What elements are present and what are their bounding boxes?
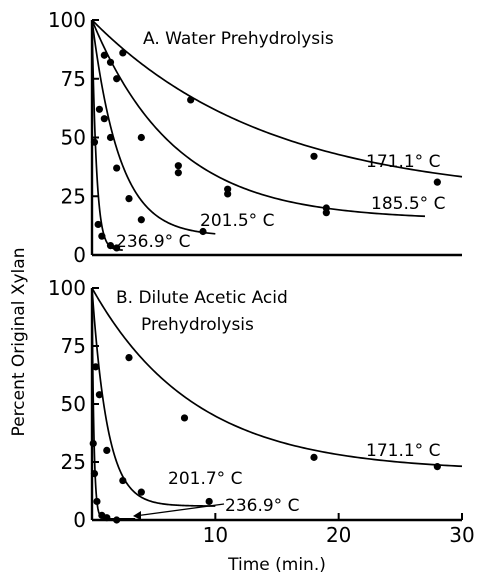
- panel-a-label-185: 185.5° C: [371, 194, 445, 214]
- panel-a-label-201: 201.5° C: [200, 211, 274, 231]
- panel-b-point: [92, 363, 100, 371]
- panel-b-x-tick-label: 30: [449, 523, 474, 547]
- panel-a-point: [224, 190, 232, 198]
- panel-b-y-tick-label: 50: [61, 392, 86, 416]
- panel-b-label-171: 171.1° C: [366, 441, 440, 461]
- panel-b-arrowhead: [133, 511, 141, 520]
- panel-a-point: [174, 169, 182, 177]
- panel-b-points: [89, 354, 441, 524]
- panel-a-point: [119, 49, 127, 57]
- panel-a-curve-0: [91, 19, 463, 178]
- panel-a-point: [310, 152, 318, 160]
- panel-a-point: [94, 220, 102, 229]
- panel-a-label-236: 236.9° C: [116, 232, 190, 252]
- panel-a-point: [106, 58, 115, 66]
- panel-a-curves: [91, 19, 463, 251]
- panel-a-point: [113, 164, 121, 172]
- panel-a-curve-1: [91, 19, 426, 218]
- panel-a-point: [113, 244, 121, 252]
- panel-a-point: [113, 75, 121, 83]
- panel-a-label-171: 171.1° C: [366, 152, 440, 172]
- panel-a-curve-2: [91, 19, 216, 235]
- panel-a-point: [433, 178, 441, 186]
- panel-b-point: [119, 476, 127, 485]
- panel-b-y-tick-label: 75: [61, 334, 86, 358]
- panel-b-leader-arrow: [134, 503, 225, 517]
- panel-a-ticks: 0 25 50 75 100: [48, 8, 99, 267]
- panel-a-point: [137, 133, 145, 142]
- panel-b-point: [180, 414, 189, 422]
- panel-a-point: [98, 232, 106, 240]
- panel-a-point: [106, 242, 115, 250]
- y-axis-title: Percent Original Xylan: [9, 248, 29, 437]
- panel-b-title-line-2: Prehydrolysis: [141, 315, 254, 335]
- panel-b-y-tick-label: 100: [48, 276, 86, 300]
- panel-a-point: [137, 216, 145, 224]
- panel-b-label-201: 201.7° C: [168, 469, 242, 489]
- panel-a-point: [90, 138, 99, 146]
- panel-b-point: [125, 354, 133, 362]
- panel-b-point: [433, 463, 441, 471]
- panel-b-point: [103, 446, 111, 454]
- panel-a-point: [199, 227, 207, 236]
- panel-a-point: [322, 209, 330, 217]
- panel-a-y-tick-label: 25: [61, 184, 86, 208]
- panel-b-point: [113, 516, 121, 524]
- panel-b-point: [103, 514, 111, 522]
- panel-b-point: [89, 439, 97, 448]
- panel-b: B. Dilute Acetic Acid Prehydrolysis 0 25 5…: [48, 276, 475, 547]
- panel-a-y-tick-label: 75: [61, 67, 86, 91]
- panel-a-point: [106, 133, 115, 142]
- panel-a: A. Water Prehydrolysis 0 25 50 75 100 171.1°…: [48, 8, 463, 267]
- panel-a-y-tick-label: 0: [73, 243, 86, 267]
- panel-b-point: [137, 488, 145, 496]
- panel-b-y-tick-label: 0: [73, 508, 86, 532]
- panel-b-point: [310, 453, 318, 461]
- panel-a-point: [100, 51, 108, 59]
- panel-a-points: [90, 49, 441, 252]
- panel-b-x-tick-label: 10: [203, 523, 228, 547]
- panel-a-title: A. Water Prehydrolysis: [143, 29, 334, 49]
- panel-a-point: [95, 105, 103, 113]
- x-axis-title: Time (min.): [227, 555, 326, 575]
- panel-b-title-line-1: B. Dilute Acetic Acid: [116, 288, 288, 308]
- panel-a-point: [125, 195, 133, 203]
- panel-a-point: [187, 96, 195, 104]
- panel-a-point: [100, 115, 108, 123]
- panel-a-y-tick-label: 50: [61, 126, 86, 150]
- panel-b-point: [205, 497, 213, 506]
- panel-b-point: [93, 497, 101, 506]
- panel-b-point: [95, 391, 103, 399]
- panel-a-y-tick-label: 100: [48, 8, 86, 32]
- panel-a-point: [174, 162, 182, 170]
- panel-b-x-tick-label: 20: [326, 523, 351, 547]
- panel-b-ticks: 0 25 50 75 100 10 20 30: [48, 276, 475, 547]
- panel-b-point: [90, 470, 99, 478]
- panel-b-curve-0: [91, 287, 463, 468]
- panel-b-y-tick-label: 25: [61, 450, 86, 474]
- panel-b-label-236: 236.9° C: [225, 496, 299, 516]
